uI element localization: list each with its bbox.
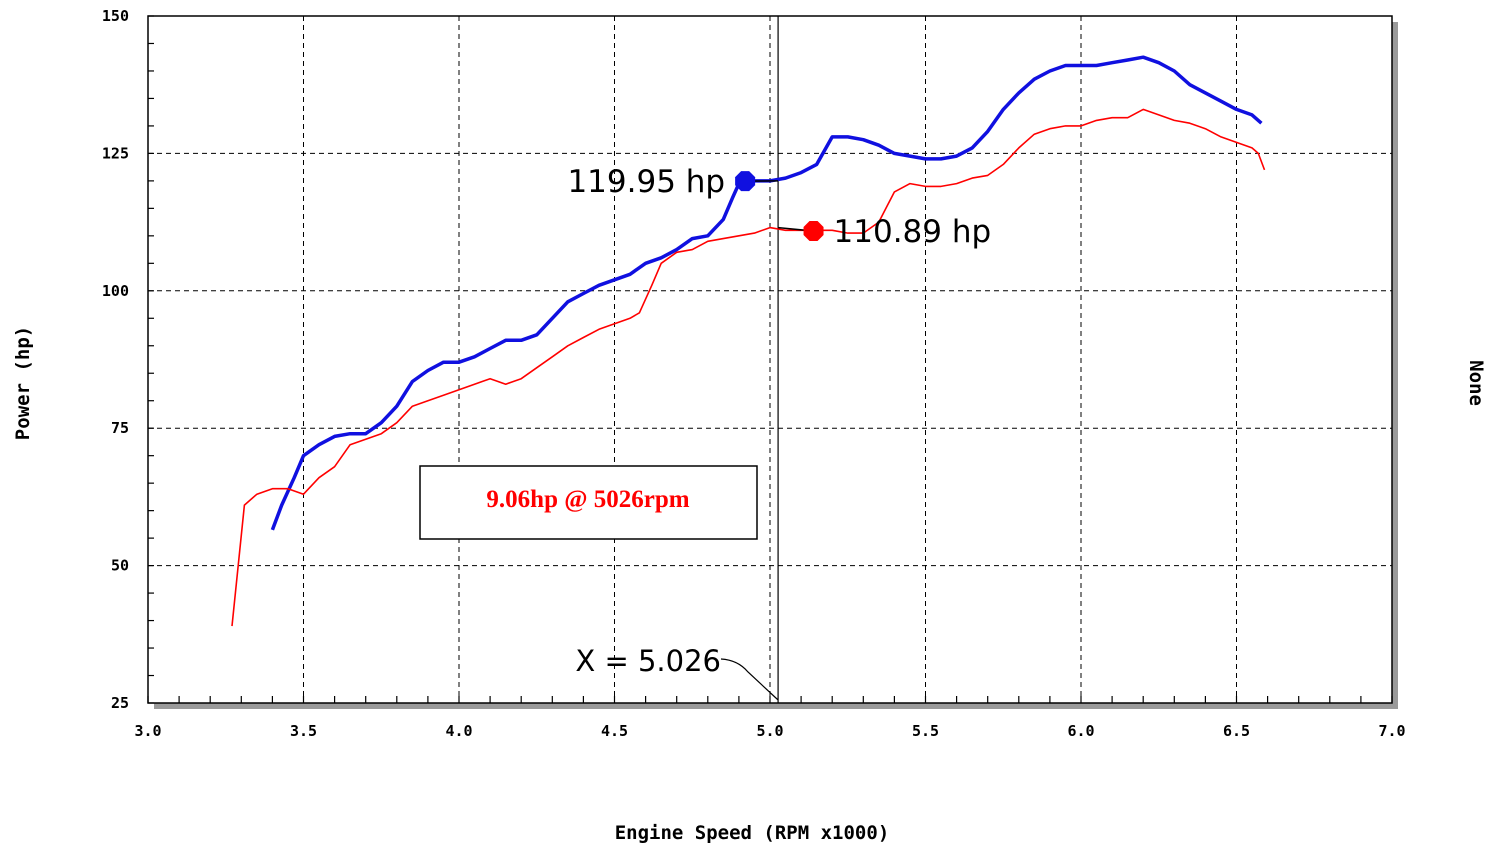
y-axis-title: Power (hp): [12, 326, 34, 440]
y-tick-label: 125: [102, 144, 129, 162]
x-tick-label: 6.0: [1067, 722, 1094, 740]
y-tick-label: 25: [111, 694, 129, 712]
series-line-red: [231, 108, 1266, 627]
axis-minor-ticks: [147, 15, 1393, 704]
y-tick-label: 50: [111, 557, 129, 575]
x-tick-label: 5.0: [756, 722, 783, 740]
x-axis-tick-labels: 3.0 3.5 4.0 4.5 5.0 5.5 6.0 6.5 7.0: [134, 722, 1405, 740]
x-tick-label: 3.5: [290, 722, 317, 740]
x-tick-label: 7.0: [1378, 722, 1405, 740]
marker-label-red: 110.89 hp: [834, 214, 992, 250]
x-tick-label: 4.0: [445, 722, 472, 740]
annotation-text: 9.06hp @ 5026rpm: [486, 486, 689, 513]
right-axis-title: None: [1465, 360, 1487, 406]
x-tick-label: 5.5: [912, 722, 939, 740]
y-axis-tick-labels: 25 50 75 100 125 150: [102, 7, 129, 712]
y-tick-label: 150: [102, 7, 129, 25]
x-tick-label: 3.0: [134, 722, 161, 740]
marker-label-blue: 119.95 hp: [567, 164, 725, 200]
grid-lines: [148, 16, 1392, 703]
y-tick-label: 100: [102, 282, 129, 300]
cursor-readout: X = 5.026: [575, 644, 721, 678]
markers: 119.95 hp 110.89 hp: [567, 164, 991, 250]
cursor-readout-leader: [720, 658, 779, 701]
x-tick-label: 6.5: [1223, 722, 1250, 740]
annotation-box: [419, 465, 758, 540]
marker-blue: [735, 171, 756, 192]
marker-red: [803, 220, 824, 241]
x-axis-title: Engine Speed (RPM x1000): [615, 822, 890, 844]
y-tick-label: 75: [111, 419, 129, 437]
x-tick-label: 4.5: [601, 722, 628, 740]
